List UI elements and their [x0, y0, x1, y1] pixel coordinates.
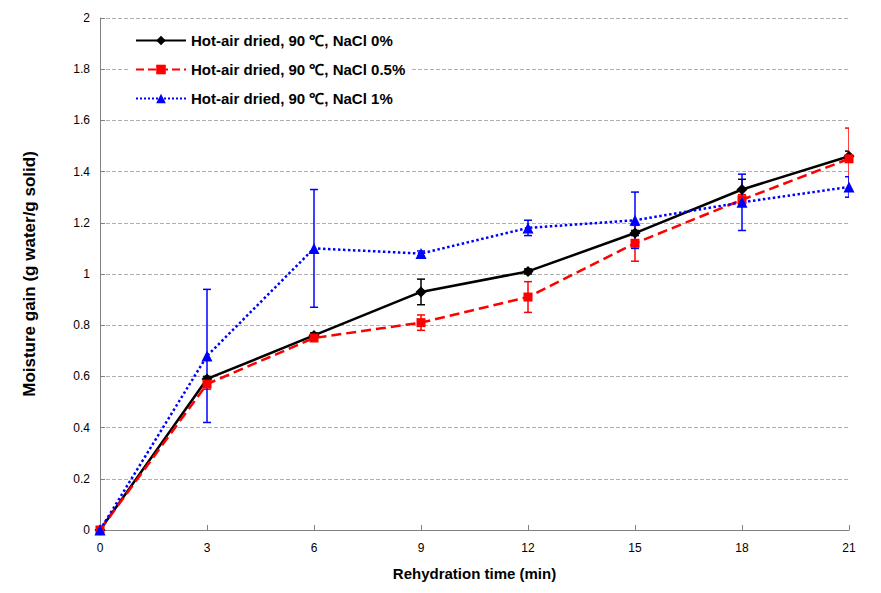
svg-text:0: 0 — [97, 541, 104, 555]
svg-text:0.6: 0.6 — [73, 369, 90, 383]
svg-text:0.2: 0.2 — [73, 472, 90, 486]
svg-text:1: 1 — [83, 267, 90, 281]
svg-text:0: 0 — [83, 523, 90, 537]
svg-text:6: 6 — [311, 541, 318, 555]
svg-text:3: 3 — [204, 541, 211, 555]
svg-text:Hot-air dried, 90 ℃, NaCl 0%: Hot-air dried, 90 ℃, NaCl 0% — [191, 32, 393, 49]
svg-text:Rehydration time (min): Rehydration time (min) — [393, 565, 556, 582]
svg-text:2: 2 — [83, 11, 90, 25]
svg-text:Hot-air dried, 90 ℃, NaCl 1%: Hot-air dried, 90 ℃, NaCl 1% — [191, 90, 393, 107]
svg-text:1.8: 1.8 — [73, 62, 90, 76]
svg-text:0.8: 0.8 — [73, 318, 90, 332]
svg-text:0.4: 0.4 — [73, 421, 90, 435]
svg-text:Moisture gain (g water/g solid: Moisture gain (g water/g solid) — [20, 151, 39, 397]
svg-text:15: 15 — [628, 541, 642, 555]
svg-text:1.2: 1.2 — [73, 216, 90, 230]
svg-text:12: 12 — [521, 541, 535, 555]
svg-text:21: 21 — [842, 541, 856, 555]
svg-text:1.6: 1.6 — [73, 113, 90, 127]
svg-text:9: 9 — [418, 541, 425, 555]
svg-text:18: 18 — [735, 541, 749, 555]
svg-text:1.4: 1.4 — [73, 165, 90, 179]
svg-text:Hot-air dried, 90 ℃, NaCl 0.5%: Hot-air dried, 90 ℃, NaCl 0.5% — [191, 61, 405, 78]
